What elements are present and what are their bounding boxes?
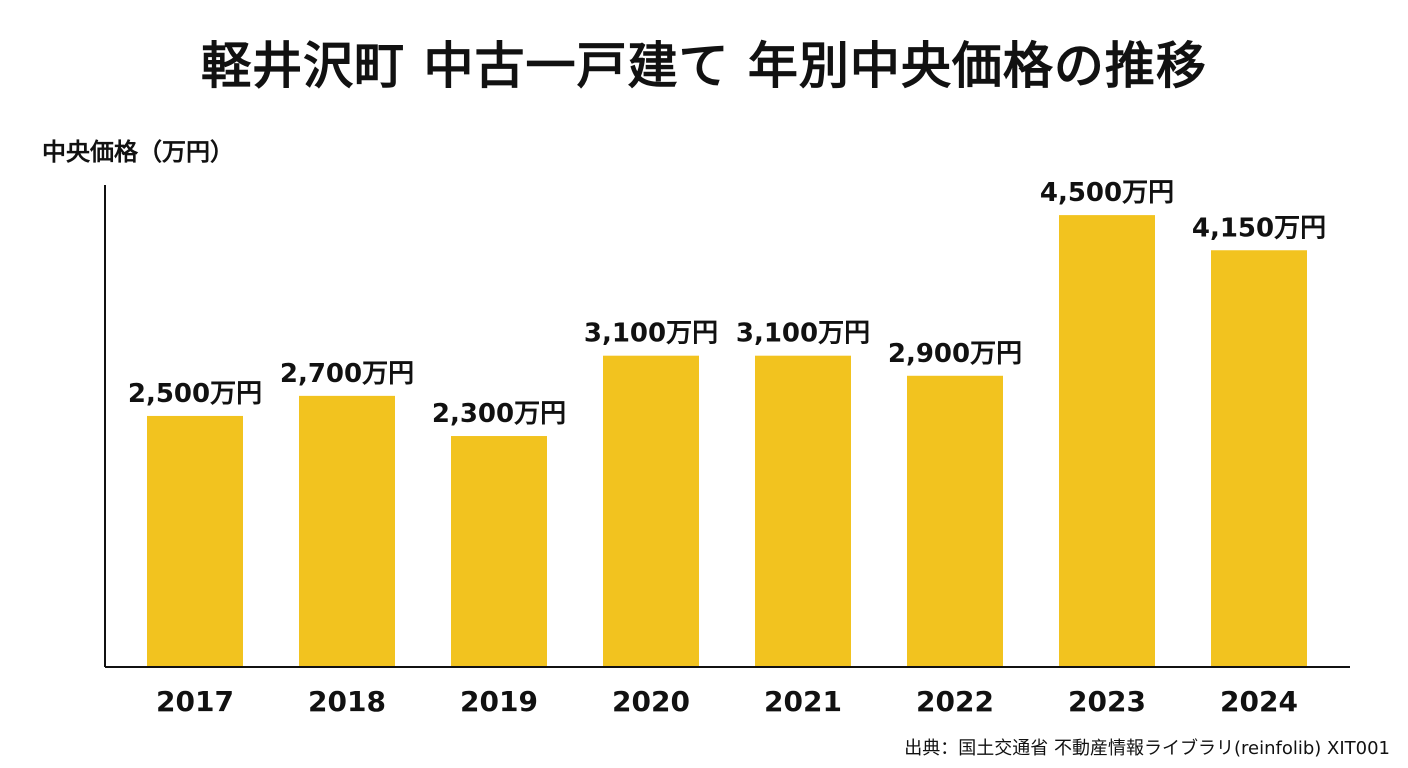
chart-title: 軽井沢町 中古一戸建て 年別中央価格の推移 [201, 37, 1207, 95]
x-tick-label-2019: 2019 [460, 685, 538, 718]
x-tick-label-2020: 2020 [612, 685, 690, 718]
x-tick-label-2022: 2022 [916, 685, 994, 718]
bar-2024 [1211, 250, 1307, 667]
x-tick-label-2017: 2017 [156, 685, 234, 718]
data-label-2021: 3,100万円 [736, 319, 870, 349]
x-tick-label-2021: 2021 [764, 685, 842, 718]
x-tick-labels-group: 2017 2018 2019 2020 2021 2022 2023 2024 [156, 685, 1298, 718]
bar-2020 [603, 355, 699, 667]
bar-2017 [147, 415, 243, 667]
data-label-2018: 2,700万円 [280, 359, 414, 389]
source-note: 出典：国土交通省 不動産情報ライブラリ(reinfolib) XIT001 [904, 738, 1390, 760]
data-label-2017: 2,500万円 [128, 379, 262, 409]
x-tick-label-2024: 2024 [1220, 685, 1298, 718]
data-label-2022: 2,900万円 [888, 339, 1022, 369]
bar-2021 [755, 355, 851, 667]
data-label-2023: 4,500万円 [1040, 178, 1174, 208]
bar-2022 [907, 375, 1003, 667]
bar-2019 [451, 436, 547, 667]
data-label-2024: 4,150万円 [1192, 213, 1326, 243]
bars-group [147, 215, 1307, 667]
bar-2023 [1059, 215, 1155, 667]
data-label-2020: 3,100万円 [584, 319, 718, 349]
data-label-2019: 2,300万円 [432, 399, 566, 429]
bar-2018 [299, 395, 395, 667]
data-labels-group: 2,500万円 2,700万円 2,300万円 3,100万円 3,100万円 2,900… [128, 178, 1326, 429]
x-tick-label-2023: 2023 [1068, 685, 1146, 718]
x-tick-label-2018: 2018 [308, 685, 386, 718]
y-axis-label: 中央価格（万円） [42, 138, 234, 166]
